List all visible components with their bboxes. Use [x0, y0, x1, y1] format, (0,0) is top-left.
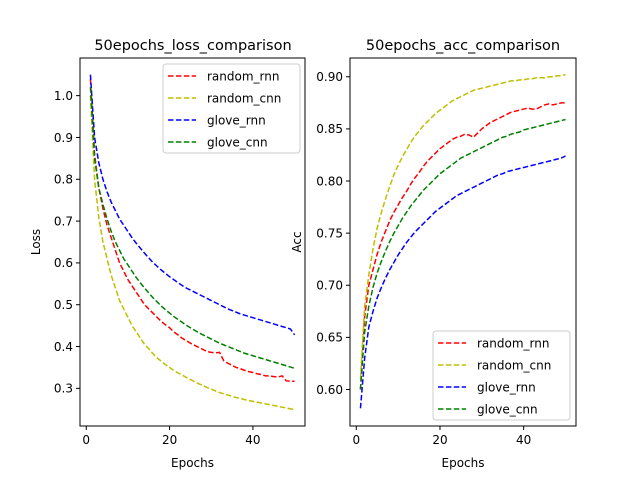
- loss-legend: random_rnn random_cnn glove_rnn glove_cnn: [162, 63, 301, 154]
- acc-y-tick-label: 0.80: [316, 174, 343, 188]
- acc-ticks-layer: 0 20 40 0.60 0.65 0.70 0.75 0.80 0.85 0.90: [316, 70, 531, 447]
- loss-legend-label-random_cnn: random_cnn: [207, 91, 281, 105]
- acc-series-layer: [359, 73, 566, 409]
- acc-legend-label-random_rnn: random_rnn: [477, 336, 549, 350]
- acc-chart: 50epochs_acc_comparison 0 20 40 0.60 0.65 0.7…: [290, 38, 577, 470]
- loss-chart-title: 50epochs_loss_comparison: [94, 38, 291, 54]
- loss-x-tick-label: 20: [162, 433, 177, 447]
- acc-series-random_rnn-line: [359, 102, 566, 390]
- loss-chart: 50epochs_loss_comparison 0 20 400.30.40.50…: [29, 38, 306, 470]
- acc-legend-label-random_cnn: random_cnn: [477, 358, 551, 372]
- loss-y-axis-label: Loss: [29, 229, 43, 255]
- loss-legend-box: [162, 63, 301, 154]
- loss-y-tick-label: 0.4: [54, 340, 73, 354]
- acc-series-glove_rnn-line: [359, 155, 566, 409]
- loss-x-tick-label: 40: [245, 433, 260, 447]
- loss-y-tick-label: 0.8: [54, 173, 73, 187]
- loss-series-random_rnn-line: [89, 78, 295, 382]
- acc-series-glove_cnn-line: [359, 118, 566, 390]
- acc-series-random_cnn-line: [359, 73, 566, 380]
- loss-axes-frame: [79, 57, 306, 427]
- loss-y-tick-label: 1.0: [54, 89, 73, 103]
- loss-legend-label-random_rnn: random_rnn: [207, 69, 279, 83]
- acc-legend-box: [432, 330, 571, 421]
- acc-x-tick-label: 40: [516, 433, 531, 447]
- loss-y-tick-label: 0.6: [54, 256, 73, 270]
- loss-series-glove_rnn-line: [89, 74, 296, 336]
- acc-y-tick-label: 0.90: [316, 70, 343, 84]
- loss-series-random_cnn-line: [89, 95, 295, 411]
- acc-legend-label-glove_rnn: glove_rnn: [477, 380, 536, 394]
- acc-chart-title: 50epochs_acc_comparison: [366, 38, 560, 54]
- loss-series-glove_cnn-line: [89, 87, 295, 370]
- loss-legend-label-glove_cnn: glove_cnn: [207, 135, 268, 149]
- loss-x-tick-label: 0: [82, 433, 90, 447]
- loss-y-tick-label: 0.5: [54, 298, 73, 312]
- loss-ticks-layer: 0 20 40 0.3 0.4 0.5 0.6 0.7 0.8 0.9 1.0: [54, 89, 261, 447]
- acc-legend: random_rnn random_cnn glove_rnn glove_cnn: [432, 330, 571, 421]
- acc-y-tick-label: 0.60: [316, 383, 343, 397]
- acc-y-axis-label: Acc: [290, 231, 304, 252]
- acc-y-tick-label: 0.75: [316, 226, 343, 240]
- loss-y-tick-label: 0.9: [54, 131, 73, 145]
- loss-series-layer: [89, 74, 296, 411]
- acc-legend-label-glove_cnn: glove_cnn: [477, 402, 538, 416]
- loss-y-tick-label: 0.3: [54, 382, 73, 396]
- acc-x-tick-label: 20: [432, 433, 447, 447]
- acc-y-tick-label: 0.65: [316, 331, 343, 345]
- loss-x-axis-label: Epochs: [171, 456, 214, 470]
- acc-x-axis-label: Epochs: [442, 456, 485, 470]
- acc-axes-frame: [349, 57, 577, 427]
- loss-y-tick-label: 0.7: [54, 214, 73, 228]
- acc-x-tick-label: 0: [352, 433, 360, 447]
- acc-y-tick-label: 0.70: [316, 279, 343, 293]
- acc-y-tick-label: 0.85: [316, 122, 343, 136]
- loss-legend-label-glove_rnn: glove_rnn: [207, 113, 266, 127]
